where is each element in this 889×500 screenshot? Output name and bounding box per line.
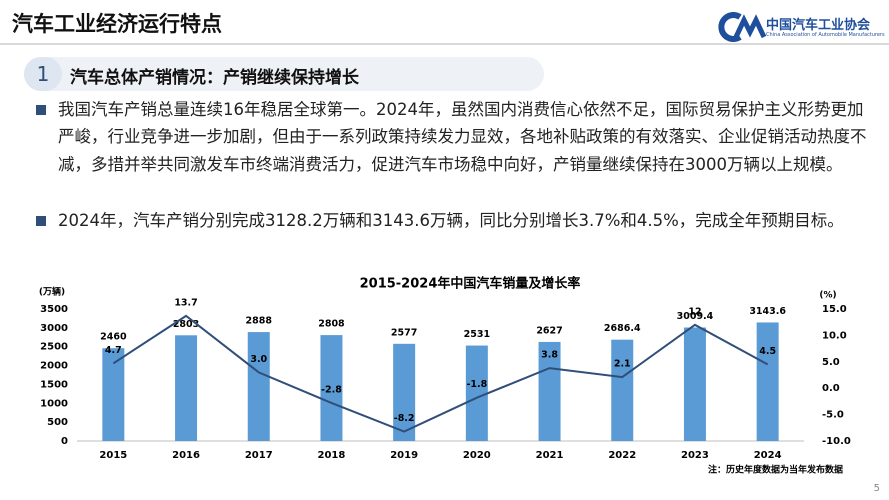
page-number: 5 — [874, 483, 880, 494]
bar — [465, 345, 488, 441]
growth-line — [112, 314, 769, 433]
y-tick-label: 2500 — [40, 342, 68, 353]
section-number: 1 — [24, 57, 62, 91]
bar — [102, 348, 125, 441]
line-label: 12 — [688, 306, 701, 317]
bar-label: 2627 — [536, 325, 562, 336]
x-tick-label: 2022 — [608, 450, 636, 461]
y-axis-label: (万辆) — [39, 286, 65, 298]
y2-tick-label: -5.0 — [822, 410, 844, 421]
line-label: 3.0 — [250, 354, 267, 365]
y2-tick-label: -10.0 — [822, 436, 851, 447]
bar — [320, 335, 343, 441]
y-tick-label: 3500 — [40, 304, 68, 315]
bullet-marker — [36, 105, 46, 115]
logo-mark — [718, 12, 766, 42]
logo-en: China Association of Automobile Manufact… — [766, 32, 885, 38]
x-tick-label: 2015 — [99, 450, 127, 461]
line-label: -2.8 — [321, 384, 342, 395]
y-tick-label: 1500 — [40, 379, 68, 390]
bar-label: 2803 — [173, 319, 199, 330]
line-label: 3.8 — [541, 350, 558, 361]
line-label: 13.7 — [174, 297, 197, 308]
x-tick-label: 2020 — [463, 450, 491, 461]
line-label: -1.8 — [466, 379, 487, 390]
header-rule — [0, 43, 889, 45]
x-tick-label: 2016 — [172, 450, 200, 461]
bar — [611, 339, 634, 441]
x-tick-label: 2024 — [754, 450, 782, 461]
y-tick-label: 2000 — [40, 361, 68, 372]
x-tick-label: 2017 — [245, 450, 273, 461]
y2-tick-label: 5.0 — [822, 357, 840, 368]
y-tick-label: 0 — [61, 436, 68, 447]
bar — [247, 332, 270, 441]
bullet-text: 2024年，汽车产销分别完成3128.2万辆和3143.6万辆，同比分别增长3.… — [58, 211, 844, 230]
logo-cn: 中国汽车工业协会 — [766, 18, 871, 33]
line-label: 2.1 — [614, 359, 631, 370]
y2-tick-label: 0.0 — [822, 383, 840, 394]
section-box — [24, 57, 544, 91]
y-tick-label: 1000 — [40, 398, 68, 409]
chart-note: 注：历史年度数据为当年发布数据 — [708, 464, 843, 476]
y2-tick-label: 15.0 — [822, 304, 847, 315]
x-tick-label: 2019 — [390, 450, 418, 461]
bar-label: 2460 — [100, 332, 127, 343]
y-tick-label: 3000 — [40, 323, 68, 334]
bar — [683, 327, 706, 441]
line-label: -8.2 — [394, 413, 415, 424]
bar — [538, 341, 561, 441]
bar-label: 3143.6 — [749, 306, 786, 317]
bar-label: 2888 — [246, 316, 273, 327]
bar-label: 2531 — [464, 329, 490, 340]
x-tick-label: 2023 — [681, 450, 709, 461]
section-title: 汽车总体产销情况：产销继续保持增长 — [70, 68, 359, 88]
y2-tick-label: 10.0 — [822, 330, 847, 341]
bar — [756, 322, 779, 441]
y-tick-label: 500 — [47, 417, 68, 428]
bullet-text: 我国汽车产销总量连续16年稳居全球第一。2024年，虽然国内消费信心依然不足，国… — [58, 100, 867, 174]
line-label: 4.7 — [105, 345, 122, 356]
slide-title: 汽车工业经济运行特点 — [12, 12, 222, 36]
y2-axis-label: (%) — [819, 291, 836, 301]
x-tick-label: 2021 — [536, 450, 564, 461]
line-label: 4.5 — [759, 346, 776, 357]
x-tick-label: 2018 — [318, 450, 346, 461]
bar-label: 3009.4 — [677, 311, 714, 322]
chart-title: 2015-2024年中国汽车销量及增长率 — [360, 276, 581, 292]
bullet-marker — [36, 216, 46, 226]
bar-label: 2686.4 — [604, 323, 641, 334]
bar-label: 2577 — [391, 327, 417, 338]
bar — [393, 343, 416, 441]
bar-label: 2808 — [318, 319, 345, 330]
bar — [175, 335, 198, 441]
